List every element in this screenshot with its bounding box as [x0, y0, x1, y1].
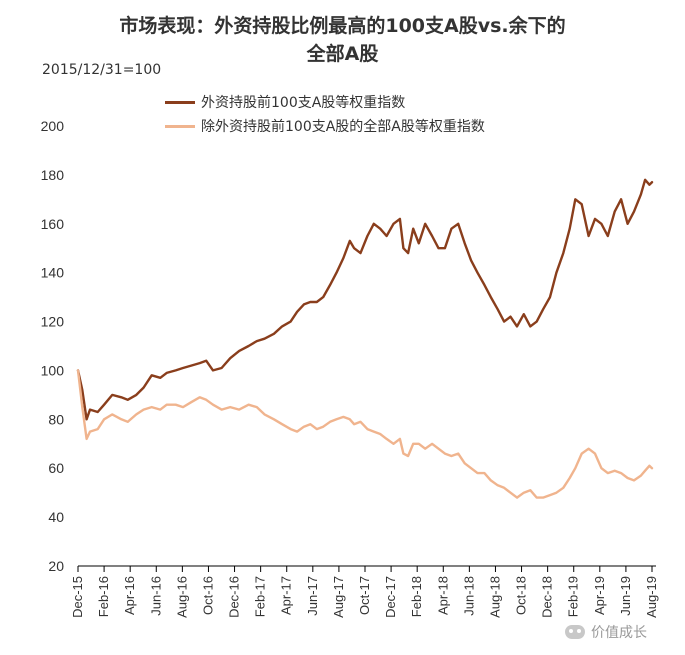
- legend-label-series2: 除外资持股前100支A股的全部A股等权重指数: [201, 119, 485, 135]
- x-tick-label-Oct-17: Oct-17: [357, 576, 372, 615]
- series-line-2: [76, 369, 654, 499]
- y-tick-label-20: 20: [48, 558, 64, 574]
- x-tick-label-Apr-18: Apr-18: [435, 576, 450, 615]
- x-tick-label-Dec-15: Dec-15: [70, 576, 85, 618]
- x-tick-label-Aug-18: Aug-18: [487, 576, 502, 618]
- x-tick-label-Jun-16: Jun-16: [148, 576, 163, 616]
- y-tick-label-180: 180: [41, 167, 65, 183]
- y-tick-label-80: 80: [48, 411, 64, 427]
- series-line-1: [76, 178, 654, 421]
- base-note: 2015/12/31=100: [42, 62, 162, 78]
- x-tick-label-Feb-16: Feb-16: [96, 576, 111, 617]
- y-tick-label-40: 40: [48, 509, 64, 525]
- x-tick-label-Dec-16: Dec-16: [227, 576, 242, 618]
- x-tick-label-Oct-16: Oct-16: [200, 576, 215, 615]
- x-tick-label-Feb-19: Feb-19: [566, 576, 581, 617]
- x-tick-label-Jun-17: Jun-17: [305, 576, 320, 616]
- legend: 外资持股前100支A股等权重指数 除外资持股前100支A股的全部A股等权重指数: [165, 90, 485, 138]
- x-tick-label-Jun-18: Jun-18: [461, 576, 476, 616]
- x-tick-label-Aug-19: Aug-19: [644, 576, 659, 618]
- y-tick-label-60: 60: [48, 460, 64, 476]
- x-tick-label-Apr-19: Apr-19: [592, 576, 607, 615]
- x-tick-label-Dec-18: Dec-18: [540, 576, 555, 618]
- x-tick-label-Apr-17: Apr-17: [279, 576, 294, 615]
- x-tick-label-Oct-18: Oct-18: [514, 576, 529, 615]
- y-tick-label-200: 200: [41, 118, 65, 134]
- x-tick-label-Aug-16: Aug-16: [174, 576, 189, 618]
- wechat-icon: [565, 625, 585, 639]
- chart-title-line2: 全部A股: [306, 43, 379, 65]
- y-tick-label-140: 140: [41, 265, 65, 281]
- legend-item-series2: 除外资持股前100支A股的全部A股等权重指数: [165, 114, 485, 138]
- y-tick-label-100: 100: [41, 362, 65, 378]
- legend-swatch-series1: [165, 100, 195, 104]
- x-tick-label-Apr-16: Apr-16: [122, 576, 137, 615]
- x-tick-label-Jun-19: Jun-19: [618, 576, 633, 616]
- legend-item-series1: 外资持股前100支A股等权重指数: [165, 90, 485, 114]
- y-tick-label-160: 160: [41, 216, 65, 232]
- x-tick-label-Feb-17: Feb-17: [253, 576, 268, 617]
- y-tick-label-120: 120: [41, 314, 65, 330]
- x-tick-label-Aug-17: Aug-17: [331, 576, 346, 618]
- watermark: 价值成长: [565, 622, 647, 642]
- x-tick-label-Feb-18: Feb-18: [409, 576, 424, 617]
- x-tick-label-Dec-17: Dec-17: [383, 576, 398, 618]
- chart-title-line1: 市场表现：外资持股比例最高的100支A股vs.余下的: [119, 15, 566, 37]
- legend-label-series1: 外资持股前100支A股等权重指数: [201, 95, 406, 111]
- watermark-text: 价值成长: [591, 625, 647, 641]
- legend-swatch-series2: [165, 124, 195, 128]
